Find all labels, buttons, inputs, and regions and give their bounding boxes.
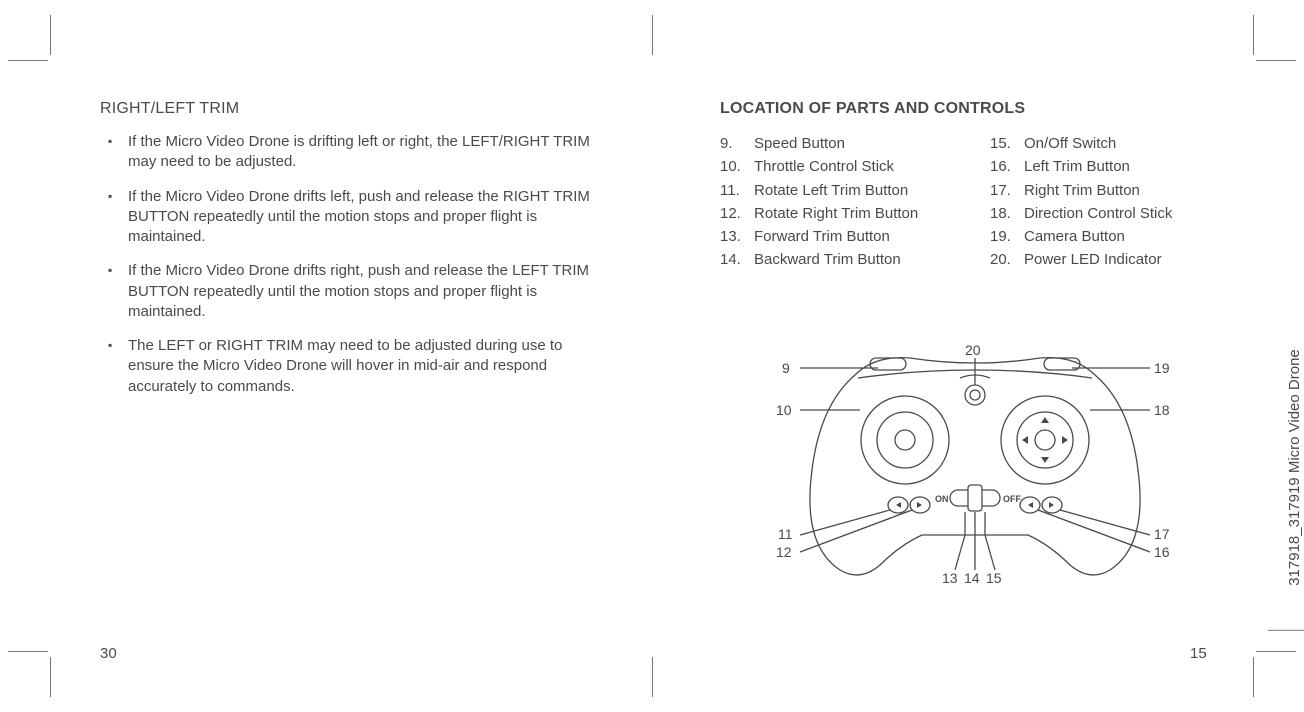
parts-label: Forward Trim Button [754, 225, 890, 248]
parts-num: 20. [990, 248, 1024, 271]
parts-label: Rotate Right Trim Button [754, 202, 918, 225]
parts-label: Direction Control Stick [1024, 202, 1172, 225]
parts-item: 16.Left Trim Button [990, 155, 1220, 178]
crop-mark [1253, 15, 1254, 55]
parts-label: Camera Button [1024, 225, 1125, 248]
parts-num: 13. [720, 225, 754, 248]
parts-num: 16. [990, 155, 1024, 178]
callout-9: 9 [782, 360, 790, 376]
bullet-item: If the Micro Video Drone drifts right, p… [128, 261, 600, 322]
side-label-line1: 317918_317919 Micro Video Drone [1286, 349, 1303, 586]
callout-17: 17 [1154, 526, 1170, 542]
callout-16: 16 [1154, 544, 1170, 560]
right-section-title: LOCATION OF PARTS AND CONTROLS [720, 100, 1220, 118]
left-section-title: RIGHT/LEFT TRIM [100, 100, 600, 118]
parts-label: Backward Trim Button [754, 248, 901, 271]
callout-19: 19 [1154, 360, 1170, 376]
parts-col-left: 9.Speed Button 10.Throttle Control Stick… [720, 132, 950, 272]
parts-label: Speed Button [754, 132, 845, 155]
parts-num: 18. [990, 202, 1024, 225]
crop-mark [1256, 651, 1296, 652]
parts-num: 17. [990, 179, 1024, 202]
crop-mark [652, 15, 653, 55]
parts-item: 20.Power LED Indicator [990, 248, 1220, 271]
parts-item: 17.Right Trim Button [990, 179, 1220, 202]
parts-label: Throttle Control Stick [754, 155, 894, 178]
callout-12: 12 [776, 544, 792, 560]
bullet-item: If the Micro Video Drone drifts left, pu… [128, 187, 600, 248]
callout-10: 10 [776, 402, 792, 418]
controller-diagram: ON OFF 9 10 11 12 13 14 15 16 17 18 19 2… [760, 340, 1190, 600]
page-number-left: 30 [100, 645, 117, 662]
off-label: OFF [1003, 494, 1021, 504]
crop-mark [1256, 60, 1296, 61]
crop-mark [50, 657, 51, 697]
callout-15: 15 [986, 570, 1002, 586]
parts-num: 12. [720, 202, 754, 225]
parts-item: 19.Camera Button [990, 225, 1220, 248]
crop-mark [652, 657, 653, 697]
parts-item: 10.Throttle Control Stick [720, 155, 950, 178]
parts-label: Power LED Indicator [1024, 248, 1162, 271]
trim-bullets: If the Micro Video Drone is drifting lef… [100, 132, 600, 397]
right-page: LOCATION OF PARTS AND CONTROLS 9.Speed B… [720, 100, 1220, 272]
parts-item: 11.Rotate Left Trim Button [720, 179, 950, 202]
parts-col-right: 15.On/Off Switch 16.Left Trim Button 17.… [990, 132, 1220, 272]
crop-mark [8, 60, 48, 61]
callout-14: 14 [964, 570, 980, 586]
parts-list: 9.Speed Button 10.Throttle Control Stick… [720, 132, 1220, 272]
parts-num: 11. [720, 179, 754, 202]
on-label: ON [935, 494, 949, 504]
left-page: RIGHT/LEFT TRIM If the Micro Video Drone… [100, 100, 600, 411]
parts-num: 19. [990, 225, 1024, 248]
parts-item: 12.Rotate Right Trim Button [720, 202, 950, 225]
bullet-item: If the Micro Video Drone is drifting lef… [128, 132, 600, 173]
crop-mark [1253, 657, 1254, 697]
parts-item: 15.On/Off Switch [990, 132, 1220, 155]
callout-20: 20 [965, 342, 981, 358]
controller-svg: ON OFF [760, 340, 1190, 600]
parts-num: 9. [720, 132, 754, 155]
callout-13: 13 [942, 570, 958, 586]
crop-mark [8, 651, 48, 652]
parts-label: Rotate Left Trim Button [754, 179, 908, 202]
page-number-right: 15 [1190, 645, 1207, 662]
parts-label: On/Off Switch [1024, 132, 1116, 155]
parts-num: 10. [720, 155, 754, 178]
callout-11: 11 [778, 526, 793, 542]
side-print-label: 317918_317919 Micro Video Drone Size:4"W… [1286, 300, 1304, 586]
parts-item: 9.Speed Button [720, 132, 950, 155]
parts-num: 14. [720, 248, 754, 271]
parts-item: 13.Forward Trim Button [720, 225, 950, 248]
parts-label: Right Trim Button [1024, 179, 1140, 202]
crop-mark [50, 15, 51, 55]
bullet-item: The LEFT or RIGHT TRIM may need to be ad… [128, 336, 600, 397]
side-label-tick [1268, 630, 1304, 631]
parts-num: 15. [990, 132, 1024, 155]
parts-label: Left Trim Button [1024, 155, 1130, 178]
callout-18: 18 [1154, 402, 1170, 418]
parts-item: 18.Direction Control Stick [990, 202, 1220, 225]
parts-item: 14.Backward Trim Button [720, 248, 950, 271]
